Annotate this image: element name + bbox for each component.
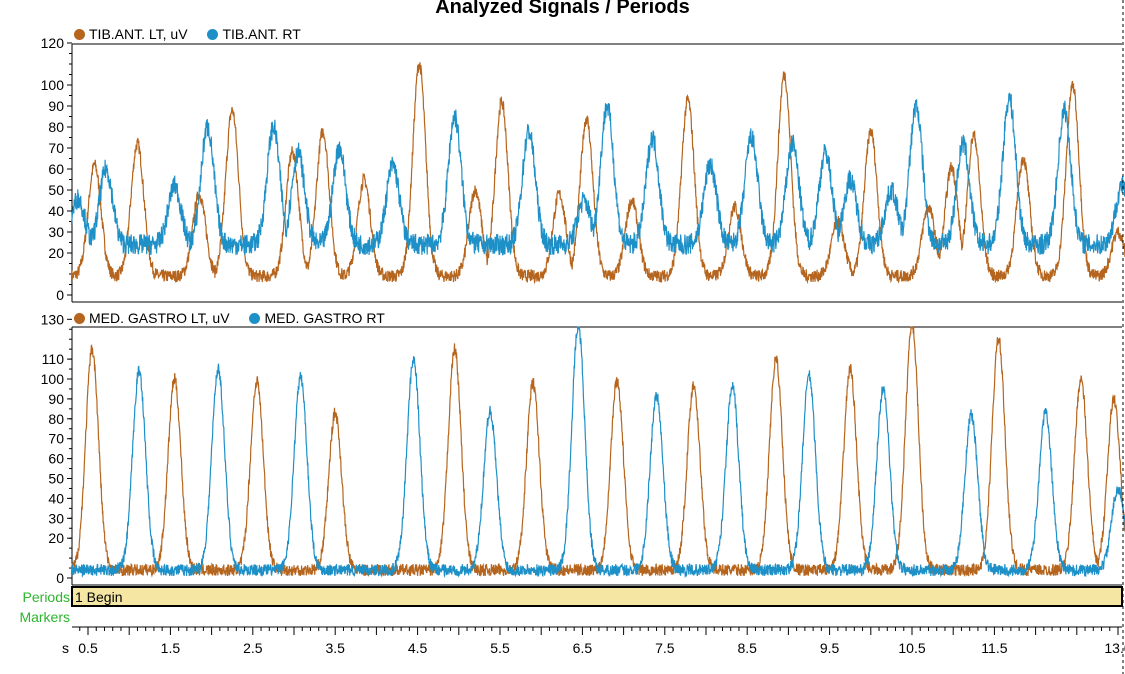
y-tick-label: 50 [48,471,64,487]
legend-item-tib-ant-rt: TIB.ANT. RT [207,26,301,42]
legend-label: MED. GASTRO LT, uV [89,310,230,326]
y-tick-label: 60 [48,451,64,467]
y-tick-label: 20 [48,530,64,546]
x-tick-label: 3.5 [325,640,345,656]
x-tick-label: 10.5 [898,640,925,656]
y-tick-label: 130 [41,311,65,327]
y-tick-label: 70 [48,431,64,447]
x-tick-label: 11.5 [981,640,1007,656]
legend-top: TIB.ANT. LT, uV TIB.ANT. RT [74,26,317,44]
legend-label: MED. GASTRO RT [264,310,385,326]
y-tick-label: 110 [42,351,65,367]
y-tick-label: 120 [41,35,65,51]
legend-label: TIB.ANT. LT, uV [89,26,188,42]
x-tick-label: 5.5 [490,640,510,656]
y-tick-label: 80 [48,411,64,427]
x-tick-label: 6.5 [573,640,593,656]
chart-title: Analyzed Signals / Periods [435,0,690,18]
period-marker-label[interactable]: 1 Begin [75,589,123,605]
legend-marker-left [74,312,85,324]
y-tick-label: 0 [56,570,64,586]
y-tick-label: 100 [41,371,65,387]
y-tick-label: 80 [48,119,64,135]
x-axis-unit: s [62,640,69,656]
legend-marker-right [207,28,219,40]
x-tick-label: 4.5 [408,640,428,656]
legend-bottom: MED. GASTRO LT, uV MED. GASTRO RT [74,310,401,328]
series-line-right [70,92,1125,256]
y-tick-label: 30 [48,510,64,526]
x-tick-label: 1.5 [161,640,181,656]
legend-item-gastro-lt: MED. GASTRO LT, uV [74,310,230,326]
x-tick-label: 8.5 [737,640,757,656]
series-line-right [70,326,1125,579]
y-tick-label: 0 [56,287,64,303]
y-tick-label: 60 [48,161,64,177]
y-tick-label: 40 [48,203,64,219]
x-tick-label: 13.0 [1104,640,1125,656]
markers-label: Markers [19,609,70,625]
y-tick-label: 100 [41,77,65,93]
y-tick-label: 40 [48,490,64,506]
legend-item-gastro-rt: MED. GASTRO RT [249,310,385,326]
x-tick-label: 7.5 [655,640,675,656]
y-tick-label: 90 [48,391,64,407]
legend-marker-right [249,312,261,324]
y-tick-label: 70 [48,140,64,156]
legend-label: TIB.ANT. RT [222,26,301,42]
legend-marker-left [74,28,85,40]
y-tick-label: 20 [48,245,64,261]
periods-label: Periods [22,589,70,605]
period-band [71,586,1123,607]
y-tick-label: 90 [48,98,64,114]
y-tick-label: 50 [48,182,64,198]
x-tick-label: 9.5 [820,640,840,656]
legend-item-tib-ant-lt: TIB.ANT. LT, uV [74,26,188,42]
x-tick-label: 0.5 [78,640,98,656]
y-tick-label: 30 [48,224,64,240]
x-tick-label: 2.5 [243,640,263,656]
series-line-left [70,62,1125,285]
